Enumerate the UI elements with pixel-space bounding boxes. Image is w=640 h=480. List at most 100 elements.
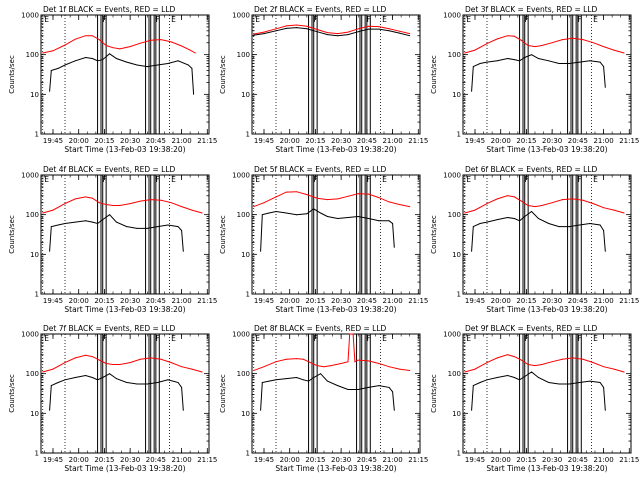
marker-label: F — [314, 334, 318, 343]
data-point — [357, 193, 359, 195]
data-point — [409, 33, 411, 35]
panel: Det 5f BLACK = Events, RED = LLD 1 10 100 10… — [219, 165, 428, 314]
data-point — [261, 382, 263, 383]
data-point — [191, 67, 193, 69]
data-point — [167, 63, 169, 64]
data-point — [340, 363, 342, 364]
x-tick-label: 19:45 — [254, 297, 274, 305]
data-point — [102, 59, 104, 61]
marker-label: E — [382, 175, 387, 184]
data-point — [398, 32, 400, 34]
data-point — [352, 333, 354, 335]
data-point — [388, 386, 390, 388]
y-tick-label: 10 — [30, 91, 39, 99]
series-line — [260, 373, 395, 411]
data-point — [105, 363, 107, 364]
x-axis-label: Start Time (13-Feb-03 19:38:20) — [275, 464, 396, 473]
y-tick-label: 1000 — [232, 12, 250, 20]
series-line — [471, 210, 606, 252]
data-point — [531, 371, 533, 373]
x-axis-label: Start Time (13-Feb-03 19:38:20) — [64, 145, 185, 154]
data-point — [112, 47, 114, 49]
data-point — [558, 63, 560, 64]
data-point — [49, 409, 51, 411]
x-tick-label: 20:00 — [69, 137, 89, 145]
data-point — [507, 58, 509, 59]
data-point — [275, 361, 277, 363]
data-point — [74, 377, 76, 378]
x-tick-label: 20:00 — [69, 297, 89, 305]
data-point — [285, 25, 287, 27]
data-point — [589, 60, 591, 62]
data-point — [146, 66, 148, 68]
data-point — [126, 226, 128, 228]
data-point — [357, 31, 359, 33]
x-tick-label: 20:30 — [542, 297, 562, 305]
data-point — [91, 221, 93, 223]
data-point — [91, 356, 93, 358]
data-point — [85, 57, 87, 58]
data-point — [486, 203, 488, 205]
y-tick-label: 1000 — [443, 331, 461, 339]
x-tick-label: 20:00 — [491, 297, 511, 305]
data-point — [57, 382, 59, 383]
y-tick-label: 10 — [452, 91, 461, 99]
data-point — [388, 201, 390, 203]
x-tick-label: 20:00 — [280, 297, 300, 305]
y-axis-label: Counts/sec — [8, 215, 16, 254]
data-point — [275, 211, 277, 212]
data-point — [275, 379, 277, 381]
data-point — [541, 205, 543, 206]
y-tick-label: 1000 — [21, 331, 39, 339]
data-point — [181, 230, 183, 231]
y-tick-label: 1000 — [232, 172, 250, 180]
data-point — [623, 371, 625, 373]
data-point — [150, 39, 152, 41]
data-point — [354, 361, 356, 363]
data-point — [347, 195, 349, 197]
data-point — [157, 64, 159, 66]
data-point — [520, 200, 522, 202]
data-point — [388, 28, 390, 30]
data-point — [170, 362, 172, 364]
data-point — [64, 44, 66, 46]
x-tick-label: 20:15 — [305, 456, 325, 464]
x-tick-label: 21:00 — [593, 137, 613, 145]
y-tick-label: 1 — [246, 131, 250, 139]
data-point — [326, 199, 328, 201]
data-point — [64, 64, 66, 66]
data-point — [474, 209, 476, 211]
data-point — [189, 49, 191, 51]
series-line — [49, 373, 184, 411]
data-point — [531, 54, 533, 56]
marker-label: E — [44, 175, 49, 184]
data-point — [548, 60, 550, 62]
x-tick-label: 20:45 — [357, 297, 377, 305]
panel: Det 1f BLACK = Events, RED = LLD 1 10 100 10… — [8, 5, 217, 154]
marker-label: F — [103, 15, 107, 24]
x-tick-label: 20:00 — [491, 137, 511, 145]
y-tick-label: 1000 — [443, 12, 461, 20]
y-tick-label: 100 — [448, 370, 461, 378]
panel-title: Det 7f BLACK = Events, RED = LLD — [43, 324, 176, 333]
x-tick-label: 20:00 — [280, 137, 300, 145]
data-point — [551, 202, 553, 204]
panel-title: Det 8f BLACK = Events, RED = LLD — [254, 324, 387, 333]
y-tick-label: 1 — [457, 131, 461, 139]
marker-label: E — [593, 175, 598, 184]
data-point — [368, 193, 370, 195]
marker-label: E — [171, 15, 176, 24]
series-line — [260, 208, 395, 252]
data-point — [357, 28, 359, 30]
series-line — [253, 27, 410, 37]
data-point — [263, 366, 265, 368]
y-tick-label: 1 — [246, 291, 250, 299]
data-point — [558, 226, 560, 228]
data-point — [378, 26, 380, 28]
data-point — [464, 212, 466, 214]
data-point — [486, 43, 488, 45]
x-tick-label: 20:30 — [542, 137, 562, 145]
data-point — [85, 196, 87, 198]
x-axis-label: Start Time (13-Feb-03 19:38:20) — [486, 464, 607, 473]
x-tick-label: 21:15 — [619, 137, 639, 145]
